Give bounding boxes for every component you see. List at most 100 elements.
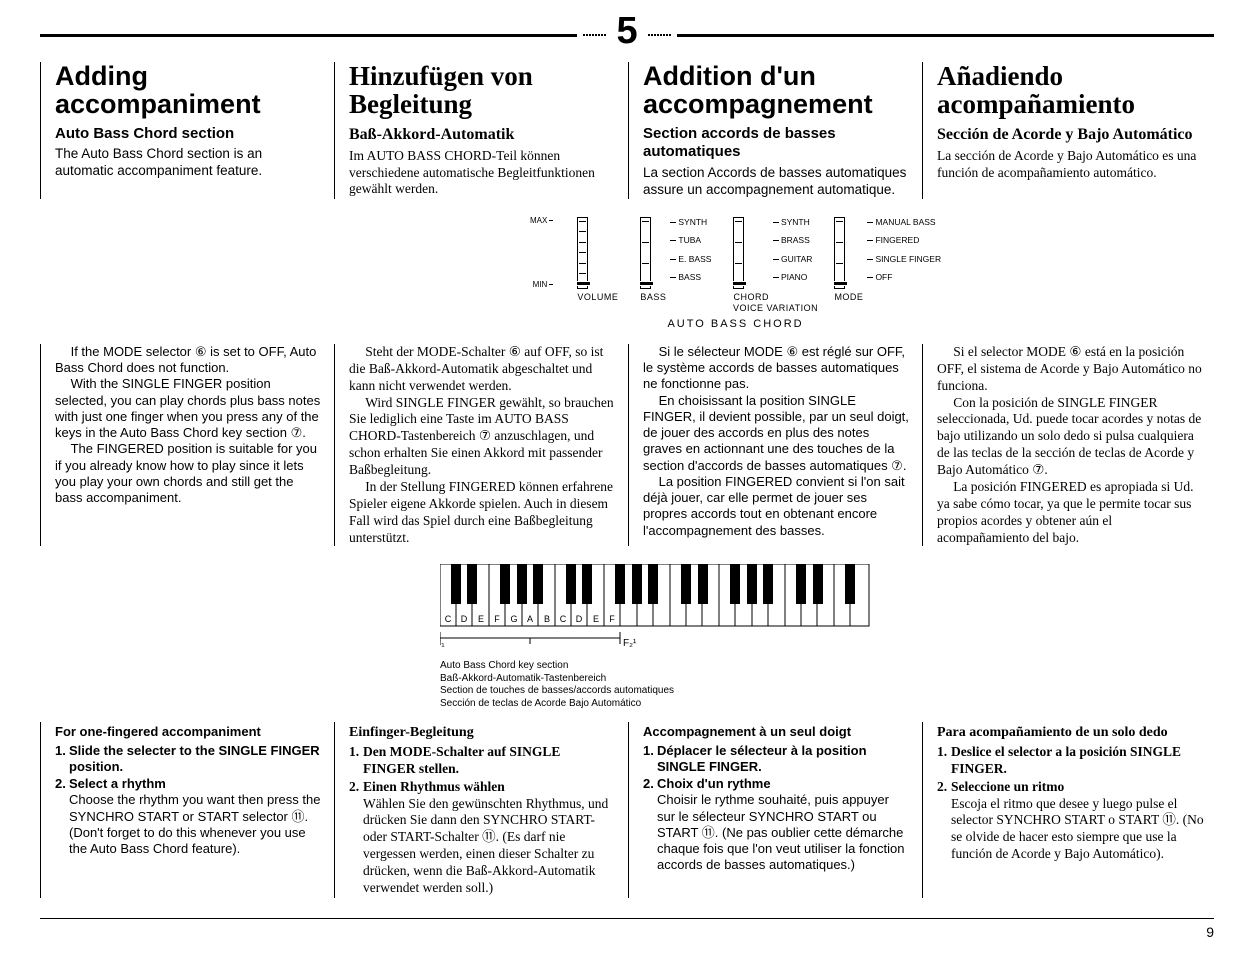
svg-text:F: F (494, 614, 500, 624)
de-s1-lead: Den MODE-Schalter auf SINGLE FINGER stel… (363, 744, 560, 776)
volume-slider (577, 217, 588, 289)
intro-fr: La section Accords de basses auto­matiqu… (643, 165, 910, 199)
chord-opt-3: PIANO (773, 273, 812, 282)
voice-variation-label: VOICE VARIATION (610, 304, 941, 313)
es-step-1: 1.Deslice el selector a la posición SING… (951, 744, 1204, 778)
chord-group: CHORD SYNTH BRASS GUITAR PIANO (733, 217, 812, 302)
body-columns: If the MODE selector ⑥ is set to OFF, Au… (40, 344, 1214, 547)
fr-p1: Si le sélecteur MODE ⑥ est réglé sur OFF… (643, 344, 910, 393)
panel-diagram: MAX MIN VOLUME BASS (530, 217, 941, 330)
col-es-body: Si el selector MODE ⑥ está en la posició… (922, 344, 1214, 547)
en-p3: The FINGERED position is suitable for yo… (55, 441, 322, 506)
intro-es: La sección de Acorde y Bajo Automático e… (937, 148, 1204, 182)
title-fr: Addition d'un accompagnement (643, 62, 910, 119)
chord-slider (733, 217, 744, 289)
es-s1-lead: Deslice el selector a la posición SINGLE… (951, 744, 1181, 776)
en-step-2: 2.Select a rhythmChoose the rhythm you w… (69, 776, 322, 857)
steps-h-fr: Accompagnement à un seul doigt (643, 724, 910, 740)
fr-s2-body: Choisir le rythme souhaité, puis appuyer… (657, 792, 910, 873)
label-min: MIN (530, 281, 553, 289)
fr-step-1: 1.Déplacer le sélecteur à la position SI… (657, 743, 910, 776)
es-step-2: 2.Seleccione un ritmoEscoja el ritmo que… (951, 779, 1204, 863)
intro-en: The Auto Bass Chord section is an automa… (55, 146, 322, 180)
range-right: F₂¹ (623, 638, 637, 649)
col-de-steps: Einfinger-Begleitung 1.Den MODE-Schalter… (334, 722, 626, 897)
mode-knob (833, 281, 848, 286)
mode-group: MODE MANUAL BASS FINGERED SINGLE FINGER … (834, 217, 941, 302)
fr-p3: La position FINGERED convient si l'on sa… (643, 474, 910, 539)
rule-right (677, 34, 1214, 37)
mode-opt-0: MANUAL BASS (867, 218, 941, 227)
range-left: C₁ (440, 638, 445, 649)
es-s2-body: Escoja el ritmo que desee y luego pulse … (951, 796, 1204, 864)
chord-knob (732, 281, 747, 286)
mode-opt-1: FINGERED (867, 236, 941, 245)
bass-opt-3: BASS (670, 273, 711, 282)
title-de: Hinzufügen von Begleitung (349, 62, 616, 119)
en-s2-lead: Select a rhythm (69, 776, 166, 791)
en-p2: With the SINGLE FINGER position selected… (55, 376, 322, 441)
subtitle-es: Sección de Acorde y Bajo Automático (937, 125, 1204, 145)
panel-diagram-row: MAX MIN VOLUME BASS (40, 217, 1214, 330)
svg-text:E: E (478, 614, 484, 624)
en-s1-lead: Slide the selecter to the SINGLE FINGER … (69, 743, 320, 774)
subtitle-fr: Section accords de basses automatiques (643, 125, 910, 163)
col-es-head: Añadiendo acompañamiento Sección de Acor… (922, 62, 1214, 199)
bottom-rule (40, 918, 1214, 919)
es-s2-lead: Seleccione un ritmo (951, 779, 1064, 794)
svg-text:E: E (593, 614, 599, 624)
svg-text:A: A (527, 614, 533, 624)
steps-h-es: Para acompañamiento de un solo dedo (937, 724, 1204, 742)
col-de-head: Hinzufügen von Begleitung Baß-Akkord-Aut… (334, 62, 626, 199)
top-rule: 5 (40, 20, 1214, 50)
keyboard-captions: Auto Bass Chord key section Baß-Akkord-A… (440, 660, 870, 710)
es-p3: La posición FINGERED es apropiada si Ud.… (937, 479, 1204, 547)
title-es: Añadiendo acompañamiento (937, 62, 1204, 119)
en-s2-body: Choose the rhythm you want then press th… (69, 792, 322, 857)
label-max: MAX (530, 217, 553, 225)
kbd-caption-1: Baß-Akkord-Automatik-Tastenbereich (440, 673, 870, 686)
under-mode: MODE (834, 293, 863, 302)
fr-step-2: 2.Choix d'un rythmeChoisir le rythme sou… (657, 776, 910, 874)
intro-de: Im AUTO BASS CHORD-Teil können verschied… (349, 148, 616, 199)
under-chord: CHORD (733, 293, 769, 302)
bass-opt-0: SYNTH (670, 218, 711, 227)
volume-slider-block: VOLUME (577, 217, 618, 302)
kbd-caption-0: Auto Bass Chord key section (440, 660, 870, 673)
svg-text:B: B (544, 614, 550, 624)
col-en-body: If the MODE selector ⑥ is set to OFF, Au… (40, 344, 332, 547)
col-en-head: Adding accompaniment Auto Bass Chord sec… (40, 62, 332, 199)
svg-text:F: F (609, 614, 615, 624)
heading-columns: Adding accompaniment Auto Bass Chord sec… (40, 62, 1214, 199)
under-bass: BASS (640, 293, 666, 302)
de-p1: Steht der MODE-Schalter ⑥ auf OFF, so is… (349, 344, 616, 395)
volume-scale: MAX MIN (530, 217, 555, 289)
es-p1: Si el selector MODE ⑥ está en la posició… (937, 344, 1204, 395)
chord-opt-0: SYNTH (773, 218, 812, 227)
col-de-body: Steht der MODE-Schalter ⑥ auf OFF, so is… (334, 344, 626, 547)
col-fr-steps: Accompagnement à un seul doigt 1.Déplace… (628, 722, 920, 897)
steps-h-en: For one-fingered accompaniment (55, 724, 322, 740)
rule-left (40, 34, 577, 37)
col-fr-body: Si le sélecteur MODE ⑥ est réglé sur OFF… (628, 344, 920, 547)
fr-p2: En choisissant la position SINGLE FINGER… (643, 393, 910, 474)
panel-title: AUTO BASS CHORD (530, 319, 941, 330)
mode-labels: MANUAL BASS FINGERED SINGLE FINGER OFF (867, 217, 941, 282)
chord-opt-2: GUITAR (773, 255, 812, 264)
chord-opt-1: BRASS (773, 236, 812, 245)
volume-knob (576, 281, 591, 286)
bass-knob (639, 281, 654, 286)
under-volume: VOLUME (577, 293, 618, 302)
page-number: 9 (1206, 924, 1214, 940)
subtitle-en: Auto Bass Chord section (55, 125, 322, 144)
keyboard-diagram: C DEF GAB CDE F C₁ F₂¹ (440, 564, 870, 654)
svg-text:D: D (576, 614, 583, 624)
bass-labels: SYNTH TUBA E. BASS BASS (670, 217, 711, 282)
subtitle-de: Baß-Akkord-Automatik (349, 125, 616, 145)
de-step-2: 2.Einen Rhythmus wählenWählen Sie den ge… (363, 779, 616, 897)
de-p2: Wird SINGLE FINGER gewählt, so brauchen … (349, 395, 616, 479)
bass-slider (640, 217, 651, 289)
bass-opt-1: TUBA (670, 236, 711, 245)
de-s2-lead: Einen Rhythmus wählen (363, 779, 505, 794)
title-en: Adding accompaniment (55, 62, 322, 119)
